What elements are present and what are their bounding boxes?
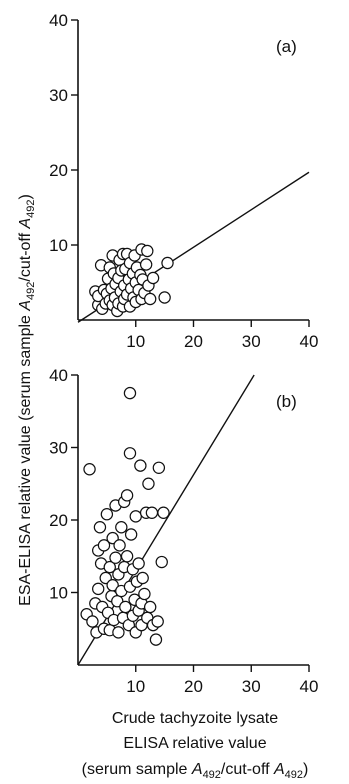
- panel-a-label: (a): [276, 37, 297, 56]
- panel-b-data-point: [149, 633, 163, 646]
- panel-b-data-point: [112, 626, 125, 639]
- panel-b-data-point: [145, 506, 159, 519]
- panel-a-x-tick-label: 30: [242, 332, 261, 351]
- panel-a-y-tick-label: 20: [49, 161, 68, 180]
- panel-a-data-point: [143, 292, 157, 306]
- panel-b-data-point: [120, 489, 134, 502]
- panel-b-data-point: [86, 615, 99, 628]
- panel-a-data-point: [141, 244, 154, 258]
- panel-b-data-point: [119, 600, 132, 614]
- panel-b-y-tick-label: 40: [49, 366, 68, 385]
- panel-b-data-point: [151, 615, 164, 628]
- panel-b-data-point: [109, 551, 122, 564]
- panel-b-data-point: [113, 539, 126, 552]
- panel-a-data-point: [158, 291, 171, 304]
- panel-a-data-point: [139, 258, 153, 271]
- panel-b-data-point: [100, 508, 114, 521]
- panel-b-data-point: [155, 555, 168, 569]
- panel-b-data-point: [138, 587, 151, 601]
- panel-b-data-point: [92, 582, 105, 596]
- y-axis-label: ESA-ELISA relative value (serum sample A…: [17, 194, 37, 606]
- panel-b-data-point: [97, 539, 111, 552]
- panel-b-data-point: [124, 528, 138, 541]
- panel-a-y-tick-label: 40: [49, 11, 68, 30]
- panel-b-regression-line: [77, 374, 255, 666]
- panel-b-y-tick-label: 20: [49, 511, 68, 530]
- panel-a-y-tick-label: 10: [49, 236, 68, 255]
- panel-b-data-point: [93, 521, 107, 534]
- panel-b-x-tick-label: 40: [300, 677, 319, 696]
- panel-b-x-tick-label: 30: [242, 677, 261, 696]
- panel-a-x-tick-label: 20: [184, 332, 203, 351]
- panel-a-data-point: [161, 256, 174, 270]
- panel-b-data-point: [83, 463, 96, 476]
- panel-b-data-point: [103, 560, 116, 574]
- panel-a-x-tick-label: 40: [300, 332, 319, 351]
- panel-a: 10 20 30 40 10 20 30 40 (a): [49, 11, 318, 351]
- panel-b-data-point: [132, 557, 145, 570]
- panel-b-data-point: [142, 477, 155, 490]
- x-axis-label-line-1: Crude tachyzoite lysate: [112, 710, 278, 727]
- panel-b-data-point: [143, 600, 157, 614]
- panel-b-data-point: [120, 550, 134, 563]
- panel-b-data-point: [106, 579, 119, 592]
- x-axis-label-line-3: (serum sample A492/cut-off A492): [82, 761, 309, 781]
- panel-b-data-point: [123, 447, 137, 460]
- panel-b-data-point: [129, 510, 142, 523]
- panel-a-x-tick-label: 10: [126, 332, 145, 351]
- panel-b-data-point: [136, 571, 149, 585]
- panel-b-y-tick-label: 30: [49, 439, 68, 458]
- x-axis-label-line-2: ELISA relative value: [123, 735, 266, 752]
- panel-b-data-point: [115, 521, 128, 534]
- panel-b: 10 20 30 40 10 20 30 40 (b): [49, 366, 318, 696]
- panel-b-label: (b): [276, 392, 297, 411]
- panel-b-data-point: [152, 461, 166, 474]
- panel-b-data-point: [157, 506, 170, 519]
- panel-a-y-tick-label: 30: [49, 86, 68, 105]
- panel-b-y-tick-label: 10: [49, 584, 68, 603]
- panel-b-data-point: [134, 459, 147, 472]
- panel-b-x-tick-label: 10: [126, 677, 145, 696]
- panel-b-data-point: [123, 386, 137, 400]
- panel-a-data-point: [146, 271, 160, 285]
- panel-b-x-tick-label: 20: [184, 677, 203, 696]
